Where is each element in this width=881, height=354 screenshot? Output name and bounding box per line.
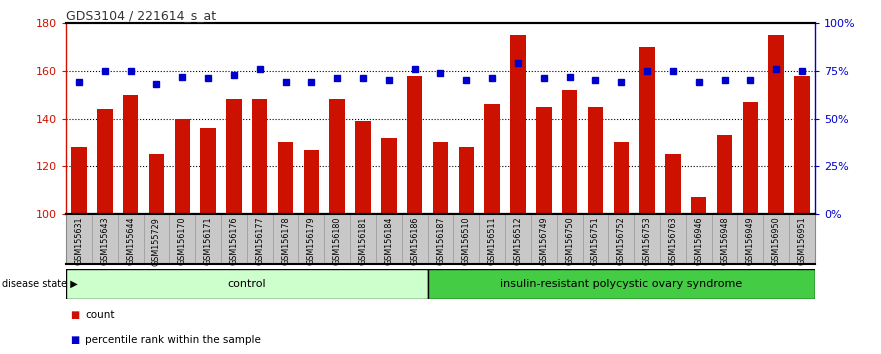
Text: ■: ■	[70, 335, 79, 345]
Bar	[665, 154, 681, 214]
Text: GSM155643: GSM155643	[100, 217, 109, 265]
Bar	[510, 35, 526, 214]
Text: GSM156749: GSM156749	[539, 217, 548, 265]
Bar	[278, 142, 293, 214]
Text: GSM156750: GSM156750	[565, 217, 574, 265]
Text: ■: ■	[70, 310, 79, 320]
FancyBboxPatch shape	[66, 269, 427, 299]
Bar	[768, 35, 784, 214]
Text: GSM156950: GSM156950	[772, 217, 781, 265]
FancyBboxPatch shape	[427, 269, 815, 299]
Text: GSM155729: GSM155729	[152, 217, 161, 266]
Text: GSM156511: GSM156511	[488, 217, 497, 265]
Text: GSM156176: GSM156176	[229, 217, 239, 265]
Text: GSM155631: GSM155631	[75, 217, 84, 265]
Bar	[588, 107, 603, 214]
Bar	[407, 75, 422, 214]
Bar	[485, 104, 500, 214]
Text: GDS3104 / 221614_s_at: GDS3104 / 221614_s_at	[66, 9, 216, 22]
Bar	[174, 119, 190, 214]
Text: GSM156951: GSM156951	[797, 217, 806, 265]
Text: GSM156510: GSM156510	[462, 217, 470, 265]
Text: GSM156170: GSM156170	[178, 217, 187, 265]
Bar	[355, 121, 371, 214]
Bar	[459, 147, 474, 214]
Bar	[304, 150, 319, 214]
Bar	[329, 99, 345, 214]
Text: GSM156751: GSM156751	[591, 217, 600, 265]
Bar	[97, 109, 113, 214]
Bar	[149, 154, 164, 214]
Text: disease state ▶: disease state ▶	[2, 279, 78, 289]
Text: GSM156180: GSM156180	[333, 217, 342, 265]
Bar	[71, 147, 86, 214]
Bar	[717, 135, 732, 214]
Text: GSM156181: GSM156181	[359, 217, 367, 265]
Text: GSM156946: GSM156946	[694, 217, 703, 265]
Bar	[743, 102, 759, 214]
Text: control: control	[227, 279, 266, 289]
Text: GSM156763: GSM156763	[669, 217, 677, 265]
Text: GSM156753: GSM156753	[642, 217, 652, 265]
Text: GSM156179: GSM156179	[307, 217, 316, 265]
Text: GSM156187: GSM156187	[436, 217, 445, 265]
Text: insulin-resistant polycystic ovary syndrome: insulin-resistant polycystic ovary syndr…	[500, 279, 743, 289]
Text: GSM156186: GSM156186	[411, 217, 419, 265]
Text: GSM156184: GSM156184	[384, 217, 393, 265]
Bar	[613, 142, 629, 214]
Bar	[536, 107, 552, 214]
Bar	[252, 99, 268, 214]
Bar	[795, 75, 810, 214]
Text: percentile rank within the sample: percentile rank within the sample	[85, 335, 262, 345]
Bar	[433, 142, 448, 214]
Bar	[226, 99, 241, 214]
Text: GSM156948: GSM156948	[720, 217, 729, 265]
Text: GSM155644: GSM155644	[126, 217, 135, 265]
Text: GSM156949: GSM156949	[746, 217, 755, 265]
Bar	[640, 47, 655, 214]
Bar	[381, 138, 396, 214]
Text: GSM156177: GSM156177	[255, 217, 264, 265]
Bar	[562, 90, 577, 214]
Bar	[122, 95, 138, 214]
Bar	[200, 128, 216, 214]
Bar	[691, 198, 707, 214]
Text: GSM156752: GSM156752	[617, 217, 626, 266]
Text: GSM156512: GSM156512	[514, 217, 522, 265]
Text: GSM156178: GSM156178	[281, 217, 290, 265]
Text: count: count	[85, 310, 115, 320]
Text: GSM156171: GSM156171	[204, 217, 212, 265]
